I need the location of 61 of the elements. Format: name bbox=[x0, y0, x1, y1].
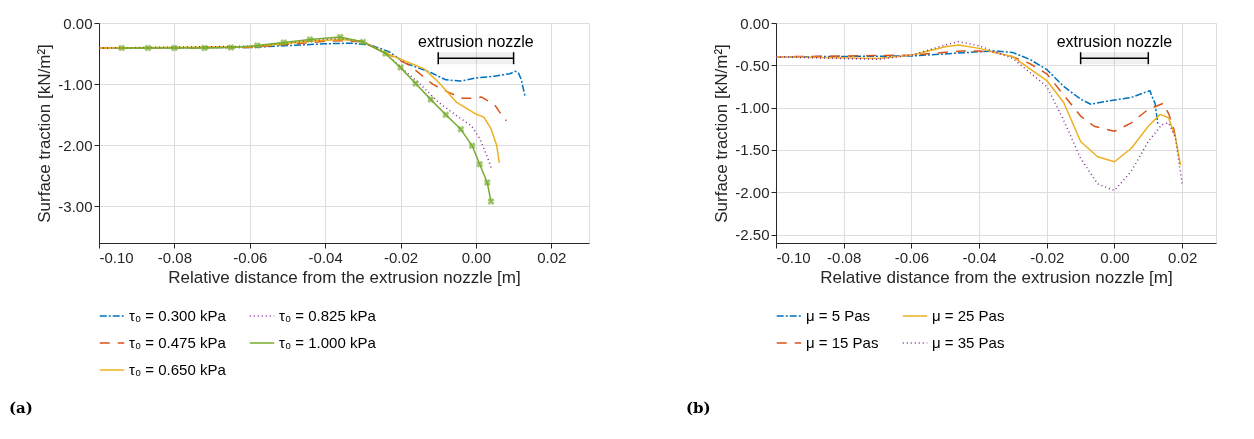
point bbox=[359, 38, 367, 46]
legend-label: τ₀ = 0.475 kPa bbox=[129, 334, 227, 351]
x-tick-label: -0.04 bbox=[308, 248, 343, 266]
x-tick-label: -0.02 bbox=[383, 248, 419, 266]
x-axis-title: Relative distance from the extrusion nozzle [m] bbox=[820, 267, 1173, 287]
y-tick-label: 0.00 bbox=[63, 14, 93, 32]
point bbox=[280, 39, 288, 47]
x-tick-label: -0.02 bbox=[1030, 248, 1065, 266]
y-tick-label: -1.00 bbox=[735, 99, 770, 117]
x-tick-label: 0.02 bbox=[1168, 248, 1198, 266]
x-tick-label: -0.10 bbox=[99, 248, 134, 266]
x-tick-label: -0.06 bbox=[894, 248, 929, 266]
point bbox=[457, 125, 465, 133]
point bbox=[427, 95, 435, 103]
point bbox=[227, 43, 235, 51]
y-tick-label: -1.00 bbox=[58, 75, 93, 93]
point bbox=[412, 80, 420, 87]
y-tick-label: -3.00 bbox=[58, 197, 93, 215]
legend-label: μ = 25 Pas bbox=[932, 307, 1005, 324]
text: (a) bbox=[9, 399, 33, 417]
legend-label: μ = 35 Pas bbox=[932, 334, 1005, 351]
band-label: extrusion nozzle bbox=[418, 33, 534, 51]
y-axis-title: Surface traction [kN/m²] bbox=[35, 44, 55, 223]
x-tick-label: 0.02 bbox=[537, 248, 567, 266]
point bbox=[476, 160, 484, 168]
x-tick-label: -0.04 bbox=[962, 248, 997, 266]
point bbox=[336, 33, 344, 41]
y-tick-label: -1.50 bbox=[735, 141, 770, 159]
legend-label: μ = 5 Pas bbox=[806, 307, 871, 324]
legend-label: τ₀ = 0.650 kPa bbox=[129, 361, 227, 378]
y-tick-label: -0.50 bbox=[735, 56, 770, 74]
y-tick-label: 0.00 bbox=[740, 14, 770, 32]
text: (b) bbox=[686, 399, 711, 417]
point bbox=[170, 44, 178, 52]
y-axis-title: Surface traction [kN/m²] bbox=[712, 44, 732, 223]
legend-label: τ₀ = 0.825 kPa bbox=[279, 307, 377, 324]
x-tick-label: 0.00 bbox=[1100, 248, 1130, 266]
x-axis-title: Relative distance from the extrusion nozzle [m] bbox=[168, 267, 521, 287]
legend-label: τ₀ = 0.300 kPa bbox=[129, 307, 227, 324]
x-tick-label: -0.06 bbox=[233, 248, 268, 266]
point bbox=[144, 44, 152, 52]
point bbox=[487, 197, 495, 205]
legend-label: τ₀ = 1.000 kPa bbox=[279, 334, 377, 351]
point bbox=[118, 44, 126, 52]
point bbox=[442, 111, 450, 119]
legend-label: μ = 15 Pas bbox=[806, 334, 879, 351]
point bbox=[381, 50, 389, 58]
y-tick-label: -2.00 bbox=[735, 183, 770, 201]
point bbox=[397, 64, 405, 72]
point bbox=[201, 44, 209, 52]
x-tick-label: 0.00 bbox=[461, 248, 492, 266]
point bbox=[468, 142, 476, 150]
point bbox=[306, 36, 314, 43]
x-tick-label: -0.08 bbox=[157, 248, 192, 266]
x-tick-label: -0.10 bbox=[776, 248, 811, 266]
x-tick-label: -0.08 bbox=[827, 248, 862, 266]
band-label: extrusion nozzle bbox=[1056, 33, 1173, 51]
y-tick-label: -2.00 bbox=[58, 136, 93, 154]
point bbox=[483, 179, 491, 186]
point bbox=[253, 42, 261, 50]
y-tick-label: -2.50 bbox=[735, 226, 770, 244]
